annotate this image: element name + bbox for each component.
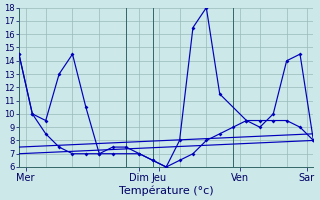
- X-axis label: Température (°c): Température (°c): [119, 185, 213, 196]
